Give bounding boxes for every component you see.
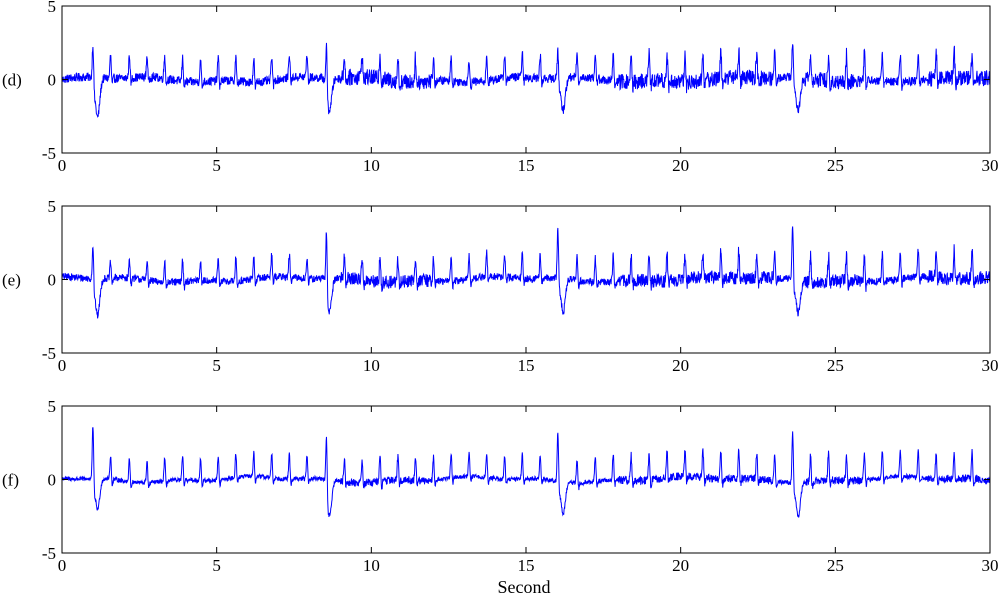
- x-tick-label: 5: [212, 556, 221, 575]
- x-tick-label: 30: [982, 156, 999, 175]
- x-tick-label: 0: [58, 156, 67, 175]
- x-tick-label: 10: [363, 156, 380, 175]
- y-tick-label: 5: [48, 197, 57, 216]
- x-tick-label: 15: [518, 156, 535, 175]
- panel-1: 0 5 10 15 20 25 30-505(e): [2, 197, 999, 375]
- y-tick-label: -5: [42, 344, 56, 363]
- y-tick-label: 0: [48, 71, 57, 90]
- x-tick-label: 20: [672, 356, 689, 375]
- x-tick-label: 15: [518, 356, 535, 375]
- panel-2: 0 5 10 15 20 25 30-505(f): [2, 397, 999, 575]
- panel-label: (f): [2, 471, 19, 490]
- y-tick-label: 0: [48, 471, 57, 490]
- x-tick-label: 0: [58, 556, 67, 575]
- x-tick-label: 5: [212, 156, 221, 175]
- x-tick-label: 25: [827, 556, 844, 575]
- x-tick-label: 20: [672, 156, 689, 175]
- x-tick-label: 5: [212, 356, 221, 375]
- x-axis-label: Second: [498, 577, 551, 597]
- x-tick-label: 25: [827, 356, 844, 375]
- x-tick-label: 10: [363, 356, 380, 375]
- y-tick-label: -5: [42, 144, 56, 163]
- panels-group: 0 5 10 15 20 25 30-505(d)0 5 10 15 20 25 30-505(e)0 5…: [2, 0, 999, 575]
- x-tick-label: 15: [518, 556, 535, 575]
- panel-label: (e): [2, 271, 21, 290]
- y-tick-label: 5: [48, 397, 57, 416]
- x-tick-label: 25: [827, 156, 844, 175]
- panel-0: 0 5 10 15 20 25 30-505(d): [2, 0, 999, 175]
- x-tick-label: 30: [982, 556, 999, 575]
- x-tick-label: 20: [672, 556, 689, 575]
- signal-trace: [61, 226, 991, 319]
- panel-label: (d): [2, 71, 22, 90]
- y-tick-label: 0: [48, 271, 57, 290]
- x-tick-label: 0: [58, 356, 67, 375]
- y-tick-label: 5: [48, 0, 57, 16]
- signal-trace: [61, 42, 991, 119]
- x-tick-label: 30: [982, 356, 999, 375]
- x-tick-label: 10: [363, 556, 380, 575]
- y-tick-label: -5: [42, 544, 56, 563]
- signal-trace: [61, 427, 991, 518]
